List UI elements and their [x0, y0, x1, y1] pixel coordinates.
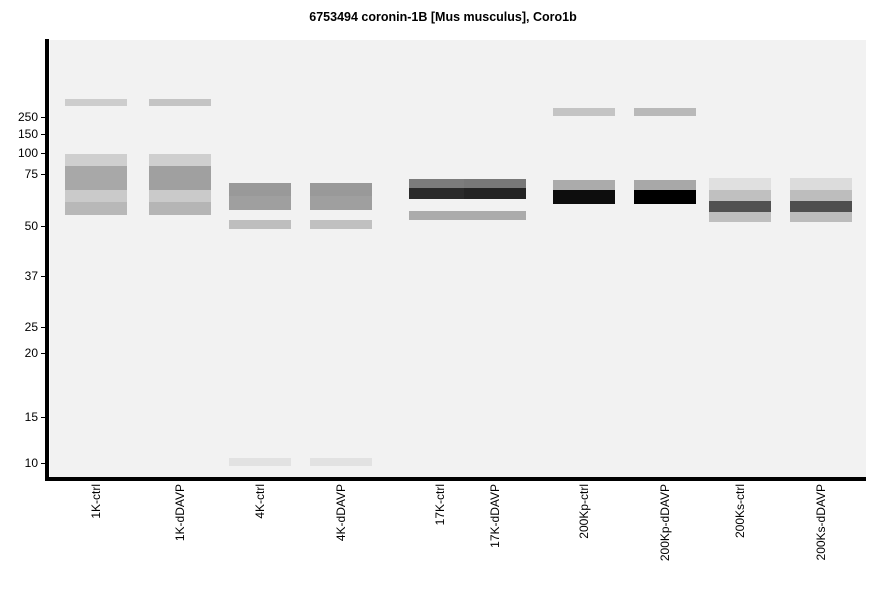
x-tick-label: 200Ks-dDAVP	[814, 484, 828, 561]
x-label-slot: 1K-dDAVP	[170, 484, 190, 589]
gel-lane	[65, 0, 127, 437]
x-tick-label: 4K-dDAVP	[334, 484, 348, 542]
y-tick-label: 75	[24, 167, 38, 181]
y-tick-mark	[41, 327, 46, 328]
gel-band	[149, 154, 211, 166]
y-tick-label: 25	[24, 320, 38, 334]
x-tick-label: 1K-ctrl	[89, 484, 103, 519]
gel-lane	[709, 0, 771, 437]
gel-band	[409, 188, 471, 199]
y-tick-mark	[41, 417, 46, 418]
page-title: 6753494 coronin-1B [Mus musculus], Coro1…	[309, 10, 577, 24]
x-tick-label: 4K-ctrl	[253, 484, 267, 519]
y-tick-mark	[41, 153, 46, 154]
gel-lane	[790, 0, 852, 437]
gel-band	[149, 190, 211, 202]
gel-band	[553, 180, 615, 190]
gel-band	[65, 202, 127, 215]
y-tick-mark	[41, 353, 46, 354]
y-tick-label: 20	[24, 346, 38, 360]
y-tick-label: 50	[24, 219, 38, 233]
gel-band	[709, 178, 771, 190]
gel-band	[709, 201, 771, 212]
y-tick-mark	[41, 463, 46, 464]
y-tick-label: 250	[17, 110, 38, 124]
gel-band	[464, 211, 526, 220]
gel-lane	[464, 0, 526, 437]
gel-band	[790, 212, 852, 222]
gel-band	[709, 212, 771, 222]
gel-band	[149, 166, 211, 190]
x-label-slot: 17K-ctrl	[430, 484, 450, 589]
x-label-slot: 200Kp-dDAVP	[655, 484, 675, 589]
gel-band	[553, 108, 615, 116]
gel-band	[65, 166, 127, 190]
y-tick-label: 37	[24, 269, 38, 283]
plot-area	[50, 40, 866, 477]
x-label-slot: 17K-dDAVP	[485, 484, 505, 589]
gel-band	[149, 99, 211, 106]
gel-band	[409, 179, 471, 188]
gel-lane	[409, 0, 471, 437]
gel-band	[790, 178, 852, 190]
gel-band	[790, 201, 852, 212]
gel-band	[229, 458, 291, 466]
gel-lane	[310, 0, 372, 466]
gel-band	[229, 196, 291, 210]
gel-band	[310, 220, 372, 229]
x-label-slot: 4K-ctrl	[250, 484, 270, 589]
x-tick-label: 17K-ctrl	[433, 484, 447, 526]
x-label-slot: 200Ks-ctrl	[730, 484, 750, 589]
gel-band	[634, 190, 696, 204]
y-tick-label: 10	[24, 456, 38, 470]
y-tick-mark	[41, 276, 46, 277]
gel-band	[409, 211, 471, 220]
y-tick-mark	[41, 226, 46, 227]
y-tick-mark	[41, 117, 46, 118]
y-tick-mark	[41, 134, 46, 135]
gel-band	[709, 190, 771, 201]
x-label-slot: 200Kp-ctrl	[574, 484, 594, 589]
x-tick-label: 200Kp-dDAVP	[658, 484, 672, 562]
gel-lane	[229, 0, 291, 466]
y-axis-line	[45, 39, 49, 479]
x-axis-line	[45, 477, 866, 481]
y-tick-label: 100	[17, 146, 38, 160]
y-tick-mark	[41, 174, 46, 175]
x-label-slot: 200Ks-dDAVP	[811, 484, 831, 589]
gel-lane	[634, 0, 696, 437]
gel-band	[464, 179, 526, 188]
gel-band	[229, 220, 291, 229]
gel-band	[65, 99, 127, 106]
y-tick-label: 150	[17, 127, 38, 141]
gel-band	[310, 196, 372, 210]
x-tick-label: 200Kp-ctrl	[577, 484, 591, 539]
gel-lane	[553, 0, 615, 437]
gel-band	[553, 190, 615, 204]
gel-band	[310, 183, 372, 196]
x-tick-label: 200Ks-ctrl	[733, 484, 747, 539]
gel-band	[65, 190, 127, 202]
gel-band	[634, 180, 696, 190]
gel-band	[65, 154, 127, 166]
x-tick-label: 17K-dDAVP	[488, 484, 502, 548]
gel-band	[229, 183, 291, 196]
gel-band	[149, 202, 211, 215]
gel-band	[634, 108, 696, 116]
gel-band	[790, 190, 852, 201]
x-label-slot: 4K-dDAVP	[331, 484, 351, 589]
gel-lane	[149, 0, 211, 437]
gel-band	[310, 458, 372, 466]
gel-band	[464, 188, 526, 199]
x-tick-label: 1K-dDAVP	[173, 484, 187, 542]
x-label-slot: 1K-ctrl	[86, 484, 106, 589]
y-tick-label: 15	[24, 410, 38, 424]
